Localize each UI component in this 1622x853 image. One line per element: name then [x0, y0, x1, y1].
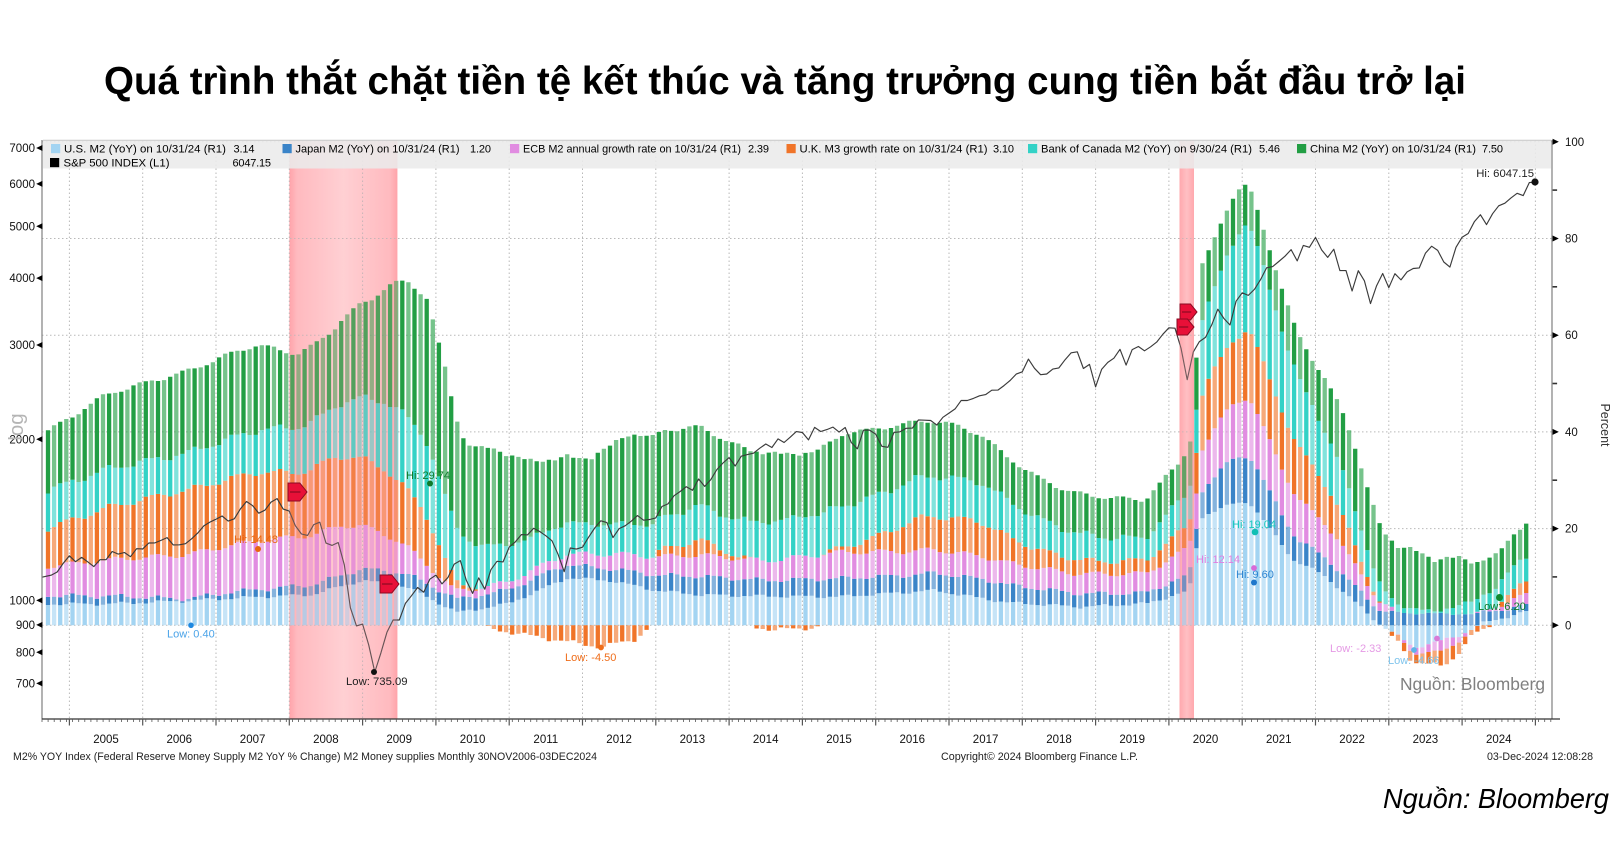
svg-text:40: 40	[1565, 427, 1578, 439]
svg-text:U.S. M2 (YoY) on 10/31/24 (R1): U.S. M2 (YoY) on 10/31/24 (R1)	[64, 144, 226, 156]
svg-text:2023: 2023	[1413, 734, 1439, 746]
svg-text:20: 20	[1565, 524, 1578, 536]
svg-text:7.50: 7.50	[1482, 144, 1503, 156]
svg-text:800: 800	[16, 647, 35, 659]
svg-text:Nguồn: Bloomberg: Nguồn: Bloomberg	[1400, 674, 1545, 694]
svg-text:log: log	[5, 413, 28, 440]
svg-text:2009: 2009	[386, 734, 412, 746]
svg-text:2021: 2021	[1266, 734, 1292, 746]
svg-text:7000: 7000	[9, 143, 35, 155]
svg-text:2016: 2016	[900, 734, 926, 746]
svg-text:4000: 4000	[9, 273, 35, 285]
svg-text:2020: 2020	[1193, 734, 1219, 746]
svg-text:Hi: 9.60: Hi: 9.60	[1236, 569, 1274, 581]
svg-text:3000: 3000	[9, 340, 35, 352]
svg-text:U.K. M3 growth rate on 10/31/2: U.K. M3 growth rate on 10/31/24 (R1)	[800, 144, 988, 156]
svg-text:2010: 2010	[460, 734, 486, 746]
svg-text:Nguồn: Bloomberg: Nguồn: Bloomberg	[1383, 783, 1609, 814]
svg-text:5.46: 5.46	[1259, 144, 1280, 156]
svg-text:6047.15: 6047.15	[233, 157, 272, 169]
svg-text:2013: 2013	[680, 734, 706, 746]
svg-text:Bank of Canada M2 (YoY) on 9/3: Bank of Canada M2 (YoY) on 9/30/24 (R1)	[1041, 144, 1252, 156]
svg-text:2000: 2000	[9, 434, 35, 446]
svg-text:Hi: 19.04: Hi: 19.04	[1232, 519, 1276, 531]
svg-text:80: 80	[1565, 234, 1578, 246]
svg-text:ECB M2 annual growth rate on 1: ECB M2 annual growth rate on 10/31/24 (R…	[523, 144, 741, 156]
svg-text:Hi: 12.14: Hi: 12.14	[1196, 554, 1240, 566]
svg-text:2005: 2005	[93, 734, 119, 746]
svg-text:2007: 2007	[240, 734, 266, 746]
svg-text:China M2 (YoY) on 10/31/24 (R1: China M2 (YoY) on 10/31/24 (R1)	[1310, 144, 1476, 156]
svg-text:2018: 2018	[1046, 734, 1072, 746]
svg-text:Hi: 14.48: Hi: 14.48	[234, 534, 278, 546]
svg-text:5000: 5000	[9, 221, 35, 233]
svg-text:Percent: Percent	[1598, 403, 1612, 447]
svg-text:2006: 2006	[167, 734, 193, 746]
svg-text:3.10: 3.10	[993, 144, 1014, 156]
svg-text:2017: 2017	[973, 734, 999, 746]
svg-text:Low: 0.40: Low: 0.40	[167, 629, 215, 641]
svg-text:6000: 6000	[9, 179, 35, 191]
svg-text:2022: 2022	[1339, 734, 1365, 746]
svg-text:2014: 2014	[753, 734, 779, 746]
svg-text:Low: -2.33: Low: -2.33	[1330, 643, 1381, 655]
svg-text:Low: 6.20: Low: 6.20	[1478, 601, 1526, 613]
svg-text:M2% YOY Index (Federal Reserve: M2% YOY Index (Federal Reserve Money Sup…	[13, 751, 597, 763]
svg-text:Hi: 6047.15: Hi: 6047.15	[1476, 168, 1534, 180]
svg-text:1000: 1000	[9, 595, 35, 607]
svg-text:Quá trình thắt chặt tiền tệ kế: Quá trình thắt chặt tiền tệ kết thúc và …	[104, 59, 1466, 103]
svg-text:S&P 500 INDEX (L1): S&P 500 INDEX (L1)	[64, 157, 170, 169]
svg-text:2011: 2011	[533, 734, 558, 746]
svg-text:700: 700	[16, 678, 35, 690]
svg-text:0: 0	[1565, 620, 1571, 632]
svg-text:2012: 2012	[606, 734, 632, 746]
svg-text:Low: -4.66: Low: -4.66	[1388, 655, 1439, 667]
svg-text:2024: 2024	[1486, 734, 1512, 746]
svg-text:Copyright© 2024 Bloomberg Fina: Copyright© 2024 Bloomberg Finance L.P.	[941, 751, 1138, 763]
svg-text:3.14: 3.14	[234, 144, 255, 156]
svg-text:2015: 2015	[826, 734, 852, 746]
svg-text:Low: -4.50: Low: -4.50	[565, 652, 616, 664]
svg-text:2.39: 2.39	[748, 144, 769, 156]
svg-text:03-Dec-2024 12:08:28: 03-Dec-2024 12:08:28	[1487, 751, 1593, 763]
svg-text:900: 900	[16, 620, 35, 632]
svg-text:1.20: 1.20	[470, 144, 491, 156]
svg-text:Japan M2 (YoY) on 10/31/24 (R1: Japan M2 (YoY) on 10/31/24 (R1)	[296, 144, 460, 156]
svg-text:2008: 2008	[313, 734, 339, 746]
svg-text:100: 100	[1565, 137, 1584, 149]
svg-text:2019: 2019	[1119, 734, 1145, 746]
svg-text:Low: 735.09: Low: 735.09	[346, 676, 408, 688]
svg-text:Hi: 29.74: Hi: 29.74	[406, 470, 450, 482]
svg-text:60: 60	[1565, 330, 1578, 342]
